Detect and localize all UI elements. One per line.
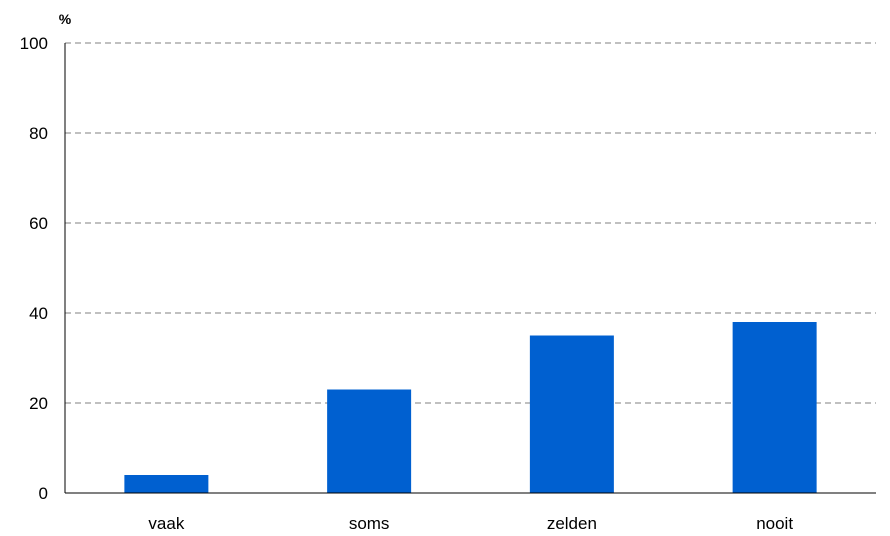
y-tick-label: 20 [29, 394, 48, 413]
x-category-label: nooit [756, 514, 793, 533]
bar-soms [327, 389, 412, 493]
x-category-label: zelden [547, 514, 597, 533]
y-tick-labels: 0 20 40 60 80 100 [20, 34, 48, 503]
y-axis-unit-label: % [59, 11, 72, 27]
y-tick-label: 40 [29, 304, 48, 323]
x-category-label: soms [349, 514, 390, 533]
y-tick-label: 80 [29, 124, 48, 143]
y-tick-label: 0 [39, 484, 48, 503]
bar-nooit [732, 322, 817, 493]
x-category-labels: vaak soms zelden nooit [148, 514, 793, 533]
bar-vaak [124, 475, 209, 493]
bar-zelden [529, 335, 614, 493]
y-tick-label: 100 [20, 34, 48, 53]
bars [124, 322, 817, 493]
axes [64, 43, 876, 494]
x-category-label: vaak [148, 514, 184, 533]
y-tick-label: 60 [29, 214, 48, 233]
